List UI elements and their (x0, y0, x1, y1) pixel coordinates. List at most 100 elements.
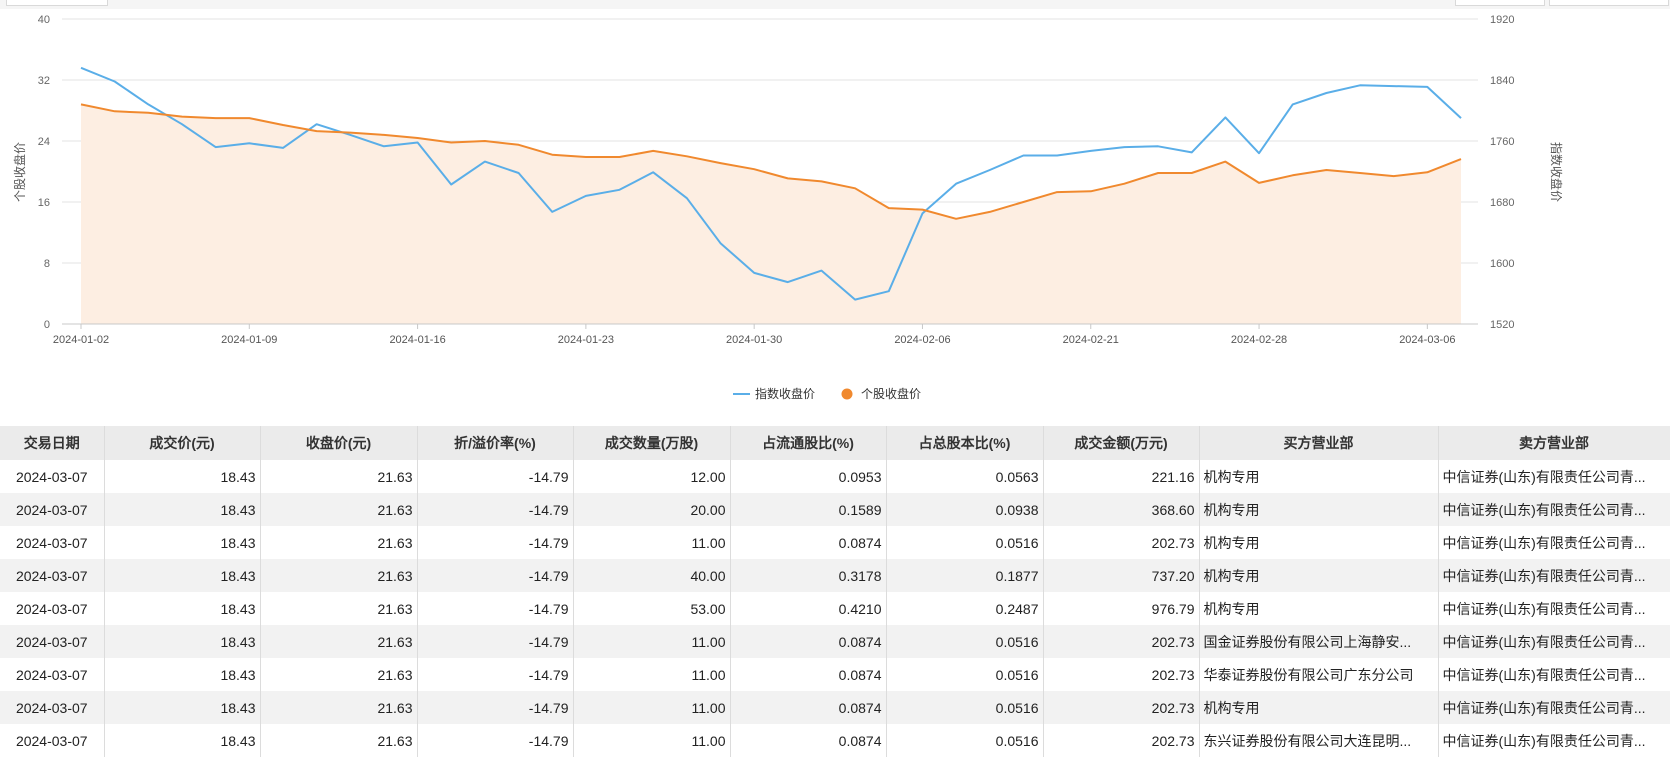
table-cell: 0.0938 (886, 493, 1044, 526)
table-cell: 0.0874 (730, 625, 887, 658)
table-cell: 11.00 (573, 724, 731, 757)
y-left-tick-label: 40 (38, 14, 50, 26)
table-cell: 0.3178 (730, 559, 887, 592)
table-cell: 12.00 (573, 460, 731, 493)
x-tick-label: 2024-01-30 (726, 334, 782, 346)
table-cell: 中信证券(山东)有限责任公司青... (1438, 724, 1670, 757)
table-cell: 976.79 (1043, 592, 1200, 625)
stock-price-area (81, 104, 1461, 325)
toolbar-button-right-2[interactable] (1549, 0, 1669, 6)
column-header[interactable]: 成交数量(万股) (573, 426, 731, 460)
table-cell: 0.1589 (730, 493, 887, 526)
table-cell: 中信证券(山东)有限责任公司青... (1438, 493, 1670, 526)
y-left-axis-title: 个股收盘价 (12, 142, 27, 202)
chart-legend: 指数收盘价 个股收盘价 (733, 386, 921, 401)
table-row[interactable]: 2024-03-07 18.43 21.63 -14.79 11.00 0.0874 0.0… (0, 526, 1670, 559)
table-cell: 机构专用 (1199, 559, 1439, 592)
table-cell: 202.73 (1043, 724, 1200, 757)
toolbar-button-right-1[interactable] (1455, 0, 1545, 6)
legend-stock-label[interactable]: 个股收盘价 (861, 386, 921, 401)
table-cell: -14.79 (417, 460, 574, 493)
y-left-tick-label: 16 (38, 197, 50, 209)
index-price-line[interactable] (80, 66, 1462, 301)
table-cell: 53.00 (573, 592, 731, 625)
column-header[interactable]: 占总股本比(%) (886, 426, 1044, 460)
table-cell: 21.63 (260, 625, 418, 658)
y-right-tick-label: 1680 (1490, 197, 1514, 209)
table-cell: 21.63 (260, 460, 418, 493)
y-right-tick-label: 1920 (1490, 14, 1514, 26)
y-right-axis-title: 指数收盘价 (1549, 142, 1564, 202)
table-cell: 0.0953 (730, 460, 887, 493)
table-cell: 202.73 (1043, 526, 1200, 559)
table-cell: 40.00 (573, 559, 731, 592)
table-cell: 21.63 (260, 592, 418, 625)
table-cell: 368.60 (1043, 493, 1200, 526)
stock-price-line[interactable] (80, 103, 1462, 220)
axis-layer: 0 1520 8 1600 16 1680 24 1760 32 1840 40 1920 2024-0… (12, 14, 1564, 346)
table-cell: 221.16 (1043, 460, 1200, 493)
column-header[interactable]: 成交金额(万元) (1043, 426, 1200, 460)
toolbar-button-left[interactable] (6, 0, 108, 6)
table-cell: 18.43 (104, 691, 261, 724)
column-header[interactable]: 占流通股比(%) (730, 426, 887, 460)
price-chart: 0 1520 8 1600 16 1680 24 1760 32 1840 40 1920 2024-0… (0, 9, 1670, 409)
table-cell: -14.79 (417, 691, 574, 724)
table-cell: 21.63 (260, 658, 418, 691)
table-row[interactable]: 2024-03-07 18.43 21.63 -14.79 20.00 0.1589 0.0… (0, 493, 1670, 526)
table-row[interactable]: 2024-03-07 18.43 21.63 -14.79 11.00 0.0874 0.0… (0, 724, 1670, 757)
table-cell: 2024-03-07 (0, 592, 105, 625)
table-row[interactable]: 2024-03-07 18.43 21.63 -14.79 11.00 0.0874 0.0… (0, 691, 1670, 724)
column-header[interactable]: 成交价(元) (104, 426, 261, 460)
table-cell: 2024-03-07 (0, 625, 105, 658)
table-cell: 0.0874 (730, 526, 887, 559)
column-header[interactable]: 折/溢价率(%) (417, 426, 574, 460)
table-cell: 11.00 (573, 526, 731, 559)
table-cell: 0.2487 (886, 592, 1044, 625)
table-cell: 18.43 (104, 724, 261, 757)
price-chart-svg: 0 1520 8 1600 16 1680 24 1760 32 1840 40 1920 2024-0… (12, 14, 1564, 401)
table-cell: 11.00 (573, 691, 731, 724)
x-tick-label: 2024-01-16 (389, 334, 445, 346)
table-cell: 中信证券(山东)有限责任公司青... (1438, 691, 1670, 724)
y-left-tick-label: 8 (44, 258, 50, 270)
table-cell: 202.73 (1043, 625, 1200, 658)
y-left-tick-label: 24 (38, 136, 50, 148)
table-body: 2024-03-07 18.43 21.63 -14.79 12.00 0.0953 0.0… (0, 460, 1670, 757)
legend-stock-swatch (841, 388, 853, 400)
x-tick-label: 2024-01-02 (53, 334, 109, 346)
table-cell: 21.63 (260, 493, 418, 526)
table-cell: 11.00 (573, 658, 731, 691)
y-left-tick-label: 0 (44, 319, 50, 331)
table-cell: 中信证券(山东)有限责任公司青... (1438, 625, 1670, 658)
column-header[interactable]: 买方营业部 (1199, 426, 1439, 460)
table-cell: 21.63 (260, 526, 418, 559)
table-cell: 0.0874 (730, 724, 887, 757)
table-cell: 机构专用 (1199, 691, 1439, 724)
column-header[interactable]: 卖方营业部 (1438, 426, 1670, 460)
table-cell: 2024-03-07 (0, 724, 105, 757)
table-cell: 2024-03-07 (0, 658, 105, 691)
legend-index-label[interactable]: 指数收盘价 (755, 386, 815, 401)
column-header[interactable]: 收盘价(元) (260, 426, 418, 460)
x-tick-label: 2024-02-21 (1063, 334, 1119, 346)
table-row[interactable]: 2024-03-07 18.43 21.63 -14.79 11.00 0.0874 0.0… (0, 625, 1670, 658)
table-cell: -14.79 (417, 658, 574, 691)
table-row[interactable]: 2024-03-07 18.43 21.63 -14.79 12.00 0.0953 0.0… (0, 460, 1670, 493)
table-cell: 18.43 (104, 625, 261, 658)
table-row[interactable]: 2024-03-07 18.43 21.63 -14.79 11.00 0.0874 0.0… (0, 658, 1670, 691)
table-cell: 0.0516 (886, 625, 1044, 658)
table-row[interactable]: 2024-03-07 18.43 21.63 -14.79 40.00 0.3178 0.1… (0, 559, 1670, 592)
table-cell: -14.79 (417, 592, 574, 625)
table-cell: 21.63 (260, 724, 418, 757)
table-cell: 18.43 (104, 592, 261, 625)
column-header[interactable]: 交易日期 (0, 426, 105, 460)
x-tick-label: 2024-01-09 (221, 334, 277, 346)
table-row[interactable]: 2024-03-07 18.43 21.63 -14.79 53.00 0.4210 0.2… (0, 592, 1670, 625)
y-right-tick-label: 1760 (1490, 136, 1514, 148)
y-right-tick-label: 1840 (1490, 75, 1514, 87)
table-cell: 11.00 (573, 625, 731, 658)
table-cell: 2024-03-07 (0, 460, 105, 493)
table-cell: 737.20 (1043, 559, 1200, 592)
y-left-tick-label: 32 (38, 75, 50, 87)
